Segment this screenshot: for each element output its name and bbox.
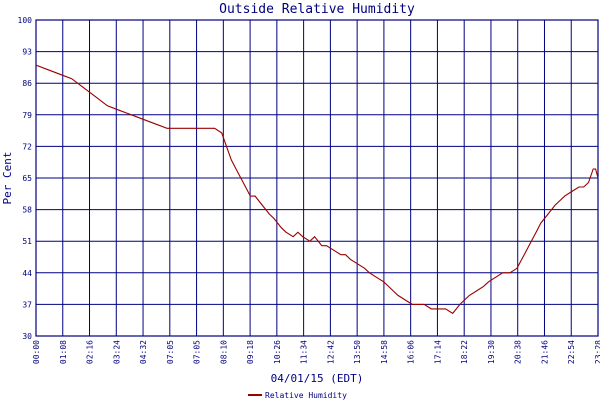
x-tick-label: 19:30 [487,340,496,364]
x-tick-label: 17:14 [433,340,442,364]
y-tick-label: 58 [22,206,32,215]
x-tick-label: 20:38 [514,340,523,364]
y-axis-label: Per Cent [1,152,14,205]
x-tick-label: 09:18 [246,340,255,364]
y-tick-labels: 30 37 44 51 58 65 72 79 86 93 100 [18,16,33,341]
x-tick-label: 16:06 [407,340,416,364]
y-tick-label: 86 [22,79,32,88]
grid-lines [36,20,598,336]
x-tick-label: 11:34 [300,340,309,364]
y-tick-label: 37 [22,300,32,309]
x-tick-label: 01:08 [59,340,68,364]
x-tick-label: 03:24 [112,340,121,364]
x-tick-label: 07:05 [166,340,175,364]
x-axis-label: 04/01/15 (EDT) [271,372,364,385]
x-tick-label: 18:22 [460,340,469,364]
legend-label-relative-humidity: Relative Humidity [265,391,347,400]
y-tick-label: 93 [22,48,32,57]
x-tick-label: 02:16 [86,340,95,364]
y-tick-label: 65 [22,174,32,183]
y-tick-label: 79 [22,111,32,120]
x-tick-label: 07:05 [193,340,202,364]
chart-title: Outside Relative Humidity [219,2,415,17]
x-tick-label: 22:54 [567,340,576,364]
series-line-relative-humidity [35,64,599,315]
x-tick-label: 23:28 [594,340,600,364]
y-tick-label: 72 [22,142,32,151]
y-tick-label: 100 [18,16,33,25]
legend: Relative Humidity [248,391,347,400]
y-tick-label: 44 [22,269,32,278]
x-tick-label: 14:58 [380,340,389,364]
x-tick-label: 00:00 [32,340,41,364]
x-tick-label: 13:50 [353,340,362,364]
x-tick-label: 08:10 [219,340,228,364]
x-tick-label: 04:32 [139,340,148,364]
y-tick-label: 51 [22,237,32,246]
y-tick-label: 30 [22,332,32,341]
x-tick-labels: 00:00 01:08 02:16 03:24 04:32 07:05 07:05 08:10… [32,340,600,364]
x-tick-label: 10:26 [273,340,282,364]
x-tick-label: 12:42 [326,340,335,364]
x-tick-label: 21:46 [540,340,549,364]
